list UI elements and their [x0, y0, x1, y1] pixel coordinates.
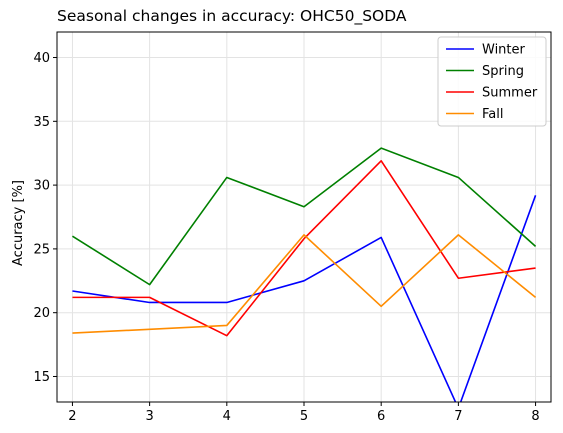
legend-label-fall: Fall [482, 107, 503, 122]
legend-label-summer: Summer [482, 86, 538, 101]
x-tick-label: 2 [68, 409, 76, 424]
legend-label-winter: Winter [482, 43, 526, 58]
x-tick-label: 5 [300, 409, 308, 424]
x-tick-label: 3 [145, 409, 153, 424]
series-lines [72, 147, 537, 402]
y-tick-label: 40 [33, 51, 50, 66]
chart-title: Seasonal changes in accuracy: OHC50_SODA [57, 7, 407, 26]
x-tick-label: 7 [454, 409, 462, 424]
y-axis: 15 20 25 30 35 40 [33, 51, 57, 385]
series-line-fall [72, 234, 537, 334]
x-axis: 2 3 4 5 6 7 8 [68, 402, 540, 424]
series-line-summer [72, 160, 536, 337]
legend-box [437, 36, 547, 127]
y-axis-label: Accuracy [%] [11, 180, 26, 266]
legend: Winter Spring Summer Fall [437, 36, 547, 127]
y-tick-label: 15 [33, 370, 50, 385]
series-line-spring [72, 147, 537, 286]
y-tick-label: 30 [33, 179, 50, 194]
legend-label-spring: Spring [482, 64, 524, 79]
x-tick-label: 4 [223, 409, 231, 424]
series-line-winter [72, 195, 537, 402]
y-tick-label: 35 [33, 115, 50, 130]
y-tick-label: 25 [33, 242, 50, 257]
x-tick-label: 6 [377, 409, 385, 424]
x-tick-label: 8 [531, 409, 539, 424]
y-tick-label: 20 [33, 306, 50, 321]
